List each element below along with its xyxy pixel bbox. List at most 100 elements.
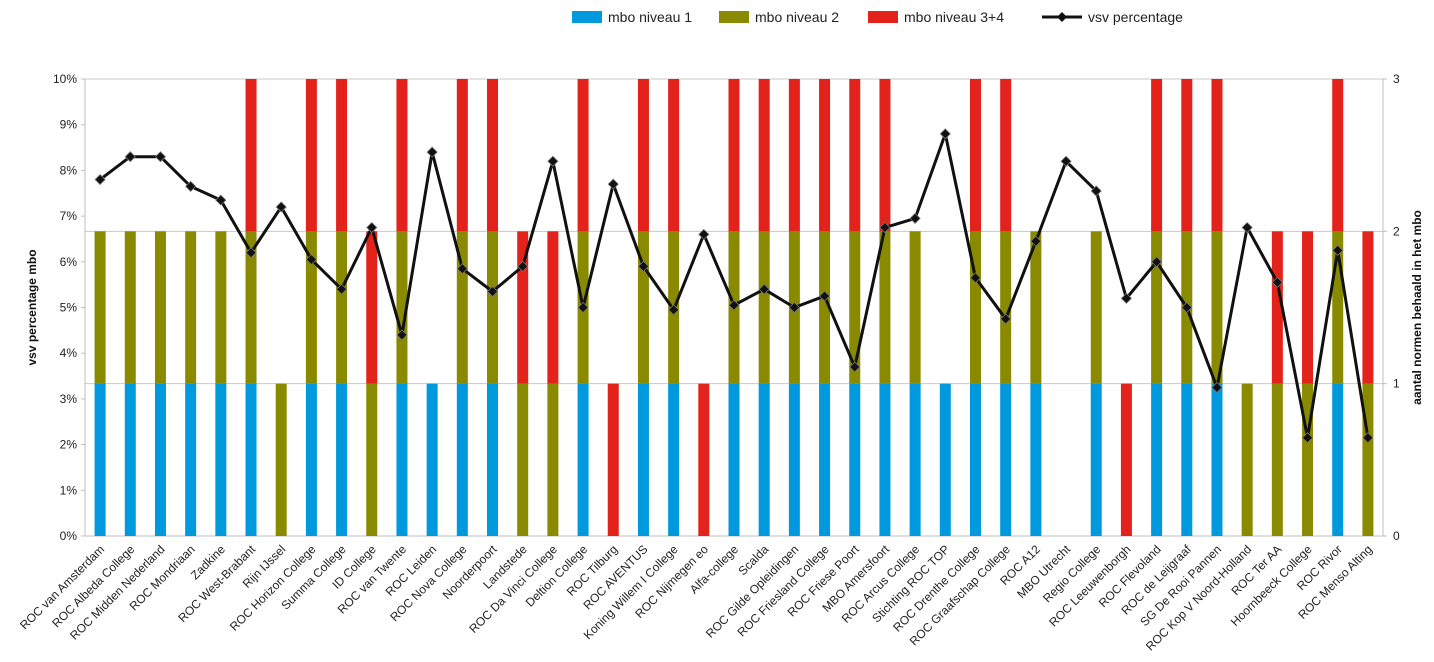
bar-segment	[577, 383, 589, 536]
bar-segment	[1302, 383, 1314, 536]
vsv-point	[366, 221, 378, 234]
bar-segment	[879, 383, 891, 536]
legend-swatch	[572, 11, 602, 23]
bar-segment	[517, 231, 529, 384]
bar-segment	[668, 383, 680, 536]
bar-segment	[487, 231, 499, 384]
right-tick-label: 1	[1393, 377, 1400, 391]
bar-segment	[1362, 383, 1374, 536]
vsv-point	[758, 283, 770, 295]
vsv-point	[1332, 244, 1344, 256]
bar-segment	[819, 383, 831, 536]
bar-segment	[215, 231, 227, 384]
bar-segment	[517, 383, 529, 536]
bar-segment	[1151, 79, 1163, 232]
vsv-point	[396, 329, 408, 341]
bar-segment	[909, 383, 921, 536]
vsv-point	[275, 201, 287, 213]
bar-segment	[758, 231, 770, 384]
vsv-point	[607, 178, 619, 190]
vsv-point	[668, 304, 680, 316]
bar-segment	[245, 383, 257, 536]
bar-segment	[788, 79, 800, 232]
vsv-point	[1120, 292, 1132, 304]
bar-segment	[456, 383, 468, 536]
vsv-point	[1181, 301, 1193, 314]
bar-segment	[1271, 383, 1283, 536]
bar-segment	[1151, 383, 1163, 536]
vsv-point	[94, 173, 106, 186]
vsv-point	[547, 155, 559, 167]
bar-segment	[728, 383, 740, 536]
left-tick-label: 4%	[60, 346, 78, 360]
vsv-point	[305, 253, 317, 266]
bar-segment	[154, 383, 166, 536]
vsv-point	[879, 221, 891, 234]
bar-segment	[788, 383, 800, 536]
vsv-point	[909, 212, 921, 224]
bar-segment	[154, 231, 166, 384]
bar-segment	[758, 383, 770, 536]
vsv-point	[698, 228, 710, 240]
bar-segment	[819, 79, 831, 232]
bar-segment	[487, 383, 499, 536]
left-tick-label: 6%	[60, 255, 78, 269]
bar-segment	[758, 79, 770, 232]
bar-segment	[1030, 383, 1042, 536]
bar-segment	[879, 231, 891, 384]
left-axis-title: vsv percentage mbo	[25, 249, 39, 365]
bar-segment	[94, 383, 106, 536]
bar-segment	[1090, 383, 1102, 536]
legend-label: mbo niveau 2	[755, 9, 839, 25]
bar-segment	[1090, 231, 1102, 384]
bar-segment	[245, 231, 257, 384]
vsv-point	[728, 299, 740, 311]
legend-label: vsv percentage	[1088, 9, 1183, 25]
vsv-point	[336, 283, 348, 295]
vsv-point	[456, 263, 468, 275]
bar-segment	[456, 231, 468, 384]
bar-segment	[728, 79, 740, 232]
bar-segment	[1211, 231, 1223, 384]
left-tick-label: 1%	[60, 483, 78, 497]
bar-segment	[1302, 231, 1314, 384]
vsv-point	[788, 301, 800, 314]
bar-segment	[849, 79, 861, 232]
left-tick-label: 3%	[60, 392, 78, 406]
left-tick-label: 2%	[60, 438, 78, 452]
vsv-point	[1000, 313, 1012, 325]
bar-segment	[366, 231, 378, 384]
bar-segment	[1241, 383, 1253, 536]
vsv-point	[1211, 381, 1223, 394]
bar-segment	[909, 231, 921, 384]
bar-segment	[336, 383, 348, 536]
left-tick-label: 5%	[60, 301, 78, 315]
right-tick-label: 0	[1393, 529, 1400, 543]
vsv-point	[1030, 235, 1042, 247]
bar-segment	[1000, 383, 1012, 536]
vsv-point	[849, 361, 861, 373]
vsv-point	[969, 272, 982, 284]
bar-segment	[396, 231, 408, 384]
bar-segment	[336, 231, 348, 384]
bar-segment	[1030, 231, 1042, 384]
vsv-point	[1151, 256, 1163, 268]
bar-segment	[849, 383, 861, 536]
bar-segment	[185, 231, 197, 384]
bar-segment	[1211, 79, 1223, 232]
bar-segment	[336, 79, 348, 232]
bar-segment	[1000, 79, 1012, 232]
bar-segment	[185, 383, 197, 536]
legend-marker	[1057, 12, 1067, 22]
bar-segment	[1181, 383, 1193, 536]
left-tick-label: 9%	[60, 118, 78, 132]
bar-segment	[305, 383, 317, 536]
vsv-point	[486, 285, 499, 298]
bar-segment	[607, 383, 619, 536]
bar-segment	[849, 231, 861, 384]
bar-segment	[1332, 231, 1344, 384]
bar-segment	[1000, 231, 1012, 384]
bar-segment	[969, 79, 981, 232]
bar-segment	[124, 231, 136, 384]
